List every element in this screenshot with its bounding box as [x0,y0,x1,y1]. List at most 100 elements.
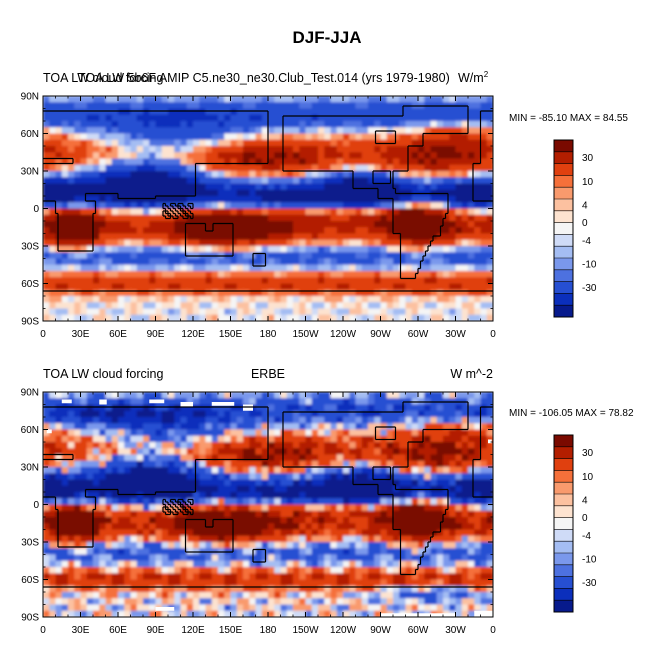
field-cell [168,473,175,481]
field-cell [274,196,282,203]
field-cell [418,227,425,235]
field-cell [474,246,482,253]
field-cell [230,560,238,568]
field-cell [211,473,219,481]
field-cell [274,535,282,543]
field-cell [455,417,463,424]
field-cell [393,314,400,321]
field-cell [211,102,219,110]
field-cell [99,233,107,241]
field-cell [149,417,157,424]
field-cell [49,423,57,431]
field-cell [474,573,482,581]
field-cell [111,302,119,310]
field-cell [205,467,213,474]
field-cell [405,277,413,285]
field-cell [93,573,100,581]
field-cell [180,152,188,160]
field-cell [368,302,375,310]
field-cell [168,529,175,537]
field-cell [105,460,113,468]
field-cell [318,196,325,203]
field-cell [143,202,150,210]
field-cell [211,152,219,160]
field-cell [330,460,338,468]
field-cell [274,171,282,178]
field-cell [374,314,382,321]
field-cell [49,114,57,122]
field-cell [305,423,313,431]
field-cell [111,264,119,272]
field-cell [324,510,332,518]
field-cell [343,114,350,122]
field-cell [174,542,182,549]
field-cell [461,133,469,141]
field-cell [261,196,269,203]
field-cell [411,454,419,462]
field-cell [299,314,307,321]
field-cell [430,492,438,499]
field-cell [330,171,338,178]
field-cell [293,548,300,556]
field-cell [99,296,107,303]
field-cell [186,158,194,166]
field-cell [199,114,207,122]
field-cell [468,127,475,135]
field-cell [461,96,469,103]
field-cell [236,467,244,474]
field-cell [43,171,50,178]
field-cell [324,529,332,537]
field-cell [186,277,194,285]
field-cell [286,498,294,506]
field-cell [324,504,332,512]
field-cell [405,208,413,216]
field-cell [443,554,450,562]
field-cell [361,498,369,506]
field-cell [149,214,157,222]
field-cell [155,460,163,468]
field-cell [411,239,419,247]
field-cell [368,542,375,549]
field-cell [318,221,325,228]
field-cell [455,258,463,266]
field-cell [143,108,150,116]
field-cell [174,264,182,272]
field-cell [43,548,50,556]
field-cell [124,429,132,437]
field-cell [111,460,119,468]
field-cell [124,171,132,178]
field-cell [311,121,319,128]
field-cell [293,221,300,228]
field-cell [461,423,469,431]
field-cell [268,96,275,103]
field-cell [424,296,432,303]
field-cell [236,202,244,210]
field-cell [349,271,357,278]
field-cell [486,454,493,462]
field-cell [324,246,332,253]
field-cell [293,542,300,549]
field-cell [224,535,232,543]
field-cell [486,529,493,537]
field-cell [155,479,163,487]
field-cell [324,517,332,524]
field-cell [280,454,288,462]
field-cell [443,146,450,153]
field-cell [368,121,375,128]
panel-model: TOA LW 5b6F AMIP C5.ne30_ne30.Club_Test.… [21,70,629,340]
field-cell [118,271,125,278]
field-cell [430,573,438,581]
field-cell [105,271,113,278]
field-cell [168,221,175,228]
field-cell [186,96,194,103]
field-cell [268,233,275,241]
field-cell [318,435,325,443]
field-cell [361,460,369,468]
field-cell [243,227,250,235]
field-cell [55,177,63,185]
field-cell [280,108,288,116]
field-cell [330,485,338,493]
field-cell [374,108,382,116]
field-cell [111,146,119,153]
field-cell [349,158,357,166]
